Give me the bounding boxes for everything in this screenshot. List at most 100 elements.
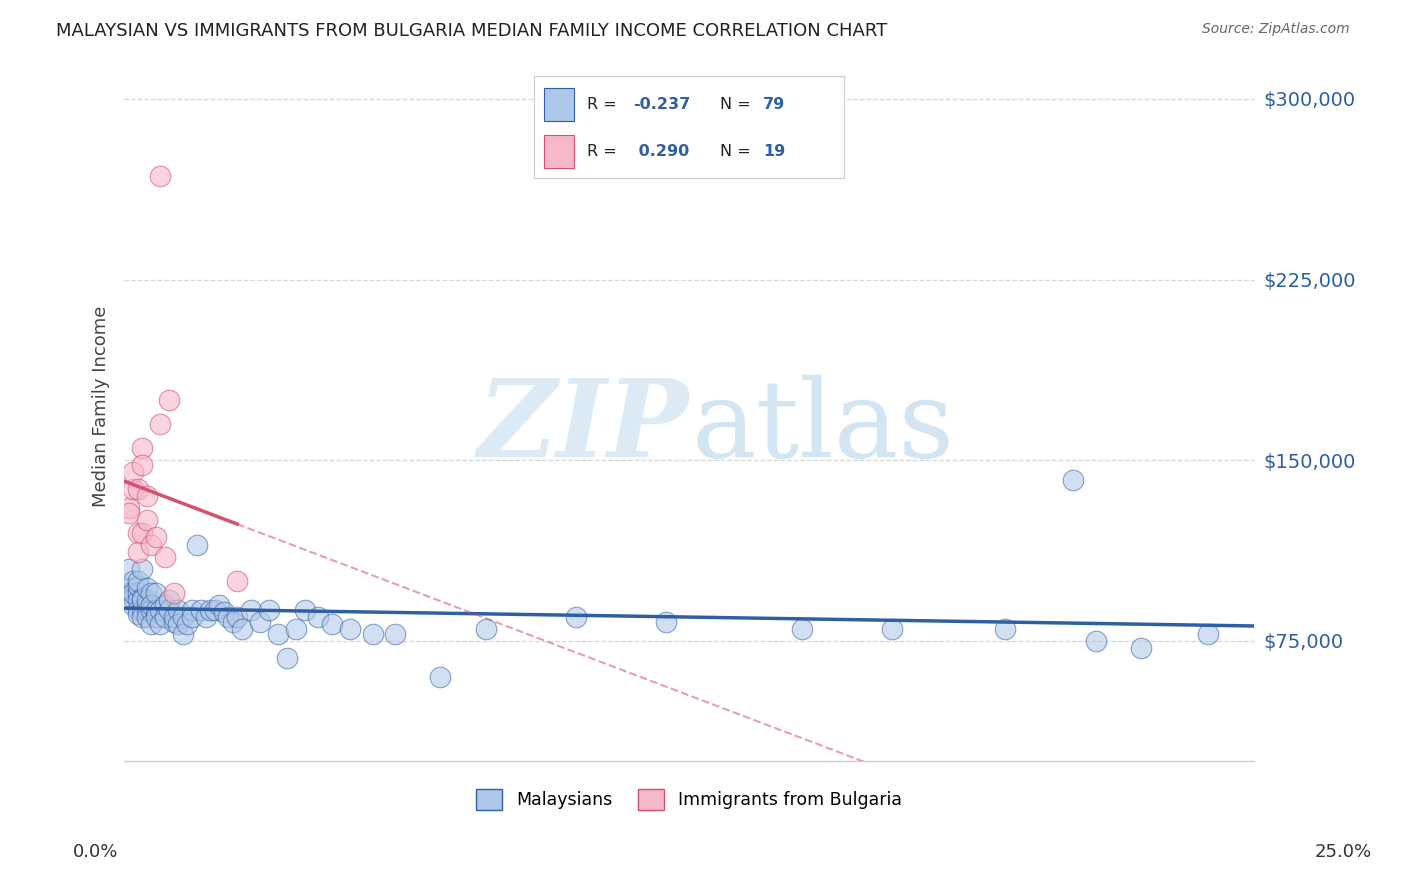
Point (181, 602, 204, 616)
Point (141, 617, 163, 632)
Point (141, 586, 163, 600)
Point (172, 626, 194, 640)
Point (361, 626, 384, 640)
Point (176, 617, 198, 632)
Point (153, 549, 176, 564)
Point (308, 610, 330, 624)
Point (131, 562, 153, 576)
Text: ZIP: ZIP (478, 375, 689, 481)
Point (267, 626, 290, 640)
Point (204, 602, 226, 616)
Point (131, 610, 153, 624)
Point (790, 622, 813, 636)
Point (172, 610, 194, 624)
Point (122, 574, 145, 588)
Point (208, 598, 231, 612)
Point (284, 622, 307, 636)
Point (655, 615, 678, 629)
Point (145, 610, 167, 624)
Point (249, 615, 271, 629)
Point (131, 441, 153, 455)
Point (882, 622, 904, 636)
Text: 0.290: 0.290 (633, 145, 689, 160)
Point (127, 578, 149, 592)
Point (190, 602, 212, 616)
Point (127, 525, 149, 540)
Point (198, 602, 221, 616)
Point (131, 525, 153, 540)
Point (226, 610, 249, 624)
Text: R =: R = (586, 145, 621, 160)
Text: 25.0%: 25.0% (1315, 843, 1371, 861)
Text: 19: 19 (763, 145, 786, 160)
Point (127, 574, 149, 588)
Point (135, 593, 157, 607)
Point (1084, 634, 1107, 648)
Point (1129, 641, 1152, 656)
Point (135, 610, 157, 624)
Point (181, 610, 204, 624)
Point (194, 610, 217, 624)
Point (163, 615, 186, 629)
Point (131, 602, 153, 616)
Point (167, 617, 190, 632)
Text: atlas: atlas (692, 375, 955, 480)
Point (239, 602, 262, 616)
Point (118, 581, 141, 595)
Point (339, 622, 361, 636)
Point (135, 514, 157, 528)
Text: Source: ZipAtlas.com: Source: ZipAtlas.com (1202, 22, 1350, 37)
Point (122, 586, 145, 600)
Point (186, 538, 208, 552)
Point (149, 602, 172, 616)
Point (167, 602, 190, 616)
Point (122, 465, 145, 479)
Text: R =: R = (586, 97, 621, 112)
Point (131, 458, 153, 472)
Point (145, 602, 167, 616)
Point (226, 574, 249, 588)
Y-axis label: Median Family Income: Median Family Income (93, 305, 110, 507)
Point (127, 545, 149, 559)
Point (135, 602, 157, 616)
Text: 79: 79 (763, 97, 786, 112)
Point (163, 610, 186, 624)
Point (131, 593, 153, 607)
Point (118, 586, 141, 600)
FancyBboxPatch shape (544, 136, 575, 168)
Point (1062, 473, 1084, 487)
Point (118, 506, 141, 520)
Point (276, 650, 298, 665)
Point (212, 605, 235, 619)
Legend: Malaysians, Immigrants from Bulgaria: Malaysians, Immigrants from Bulgaria (470, 781, 908, 817)
Point (135, 490, 157, 504)
Point (153, 610, 176, 624)
Point (127, 586, 149, 600)
Point (149, 169, 172, 183)
Point (122, 591, 145, 605)
Text: MALAYSIAN VS IMMIGRANTS FROM BULGARIA MEDIAN FAMILY INCOME CORRELATION CHART: MALAYSIAN VS IMMIGRANTS FROM BULGARIA ME… (56, 22, 887, 40)
FancyBboxPatch shape (544, 88, 575, 121)
Text: N =: N = (720, 145, 756, 160)
Point (127, 482, 149, 496)
Point (1197, 626, 1219, 640)
Point (141, 538, 163, 552)
Point (384, 626, 406, 640)
Point (127, 607, 149, 622)
Point (257, 602, 280, 616)
Text: -0.237: -0.237 (633, 97, 690, 112)
Point (157, 392, 180, 407)
Point (294, 602, 316, 616)
Point (217, 610, 239, 624)
Point (141, 598, 163, 612)
Point (153, 598, 176, 612)
Point (221, 615, 243, 629)
Point (122, 482, 145, 496)
Point (474, 622, 496, 636)
Text: N =: N = (720, 97, 756, 112)
Point (994, 622, 1017, 636)
Point (122, 598, 145, 612)
Point (135, 598, 157, 612)
Point (135, 581, 157, 595)
Text: 0.0%: 0.0% (73, 843, 118, 861)
